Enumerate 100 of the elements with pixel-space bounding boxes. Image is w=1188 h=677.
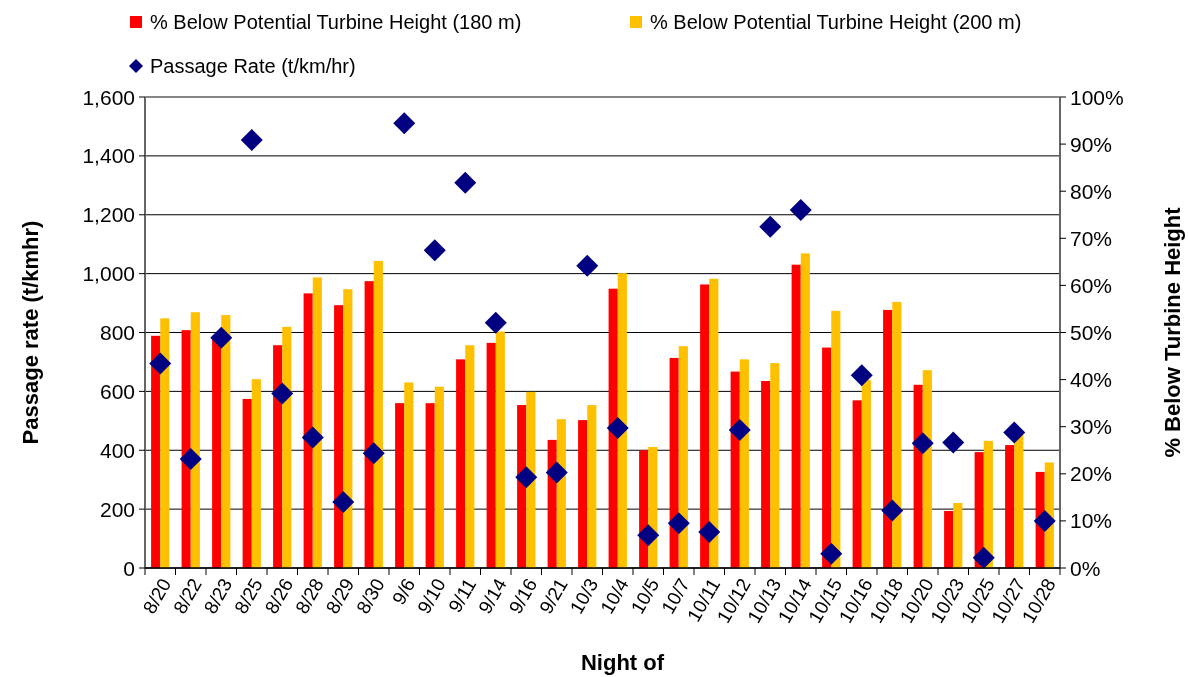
point bbox=[423, 239, 446, 262]
bar bbox=[944, 511, 954, 568]
bar bbox=[730, 371, 740, 568]
point bbox=[301, 426, 324, 449]
point bbox=[850, 364, 873, 387]
bar bbox=[822, 347, 832, 568]
point bbox=[362, 442, 385, 465]
y-axis-title: Passage rate (t/kmhr) bbox=[17, 220, 43, 445]
bar bbox=[913, 384, 923, 568]
x-axis-title: Night of bbox=[580, 650, 665, 675]
point bbox=[911, 432, 934, 455]
bar bbox=[242, 398, 252, 568]
bar bbox=[495, 331, 505, 568]
point bbox=[332, 491, 355, 514]
y-tick-label: 400 bbox=[99, 438, 135, 462]
bar bbox=[425, 403, 435, 568]
bar bbox=[1005, 445, 1015, 568]
bar bbox=[312, 277, 322, 568]
bar bbox=[395, 403, 405, 568]
bar bbox=[709, 278, 719, 568]
point bbox=[576, 254, 599, 277]
bar bbox=[364, 281, 374, 568]
bar bbox=[404, 382, 414, 568]
y2-tick-label: 70% bbox=[1070, 226, 1113, 250]
point bbox=[637, 524, 660, 547]
point bbox=[942, 431, 965, 454]
bar bbox=[456, 359, 466, 568]
bar bbox=[922, 370, 932, 568]
y-tick-label: 1,600 bbox=[82, 85, 135, 109]
bar bbox=[800, 253, 810, 568]
point bbox=[240, 128, 263, 151]
point bbox=[1003, 421, 1026, 444]
y-tick-label: 200 bbox=[99, 497, 135, 521]
bar bbox=[892, 301, 902, 568]
point bbox=[881, 499, 904, 522]
point bbox=[271, 382, 294, 405]
bar bbox=[883, 309, 893, 568]
y2-tick-label: 50% bbox=[1070, 321, 1113, 344]
bar bbox=[617, 273, 627, 568]
y2-tick-label: 10% bbox=[1070, 509, 1113, 533]
point bbox=[820, 542, 843, 565]
bar bbox=[343, 289, 353, 568]
bar bbox=[669, 357, 679, 568]
bar bbox=[953, 503, 963, 568]
y2-tick-label: 90% bbox=[1070, 132, 1113, 156]
y2-axis-title: % Below Turbine Height bbox=[1159, 206, 1185, 458]
bar bbox=[678, 346, 688, 568]
legend-label: % Below Potential Turbine Height (180 m) bbox=[150, 11, 522, 33]
bar bbox=[761, 381, 771, 568]
y-tick-label: 0 bbox=[123, 556, 135, 580]
point bbox=[698, 521, 721, 544]
bar bbox=[578, 420, 588, 568]
bar bbox=[303, 293, 313, 568]
point bbox=[667, 512, 690, 535]
bar bbox=[373, 260, 383, 568]
y2-tick-label: 60% bbox=[1070, 273, 1113, 297]
bar bbox=[282, 326, 292, 568]
bar bbox=[212, 337, 222, 568]
bar bbox=[334, 305, 344, 568]
point bbox=[515, 466, 538, 489]
point bbox=[759, 215, 782, 238]
bar bbox=[190, 312, 200, 568]
y2-tick-label: 100% bbox=[1070, 85, 1124, 109]
bar bbox=[700, 284, 710, 568]
y-tick-label: 1,400 bbox=[82, 144, 135, 168]
point bbox=[454, 171, 477, 194]
bar bbox=[791, 264, 801, 568]
bar bbox=[434, 386, 444, 568]
y2-tick-label: 0% bbox=[1070, 556, 1101, 580]
bar bbox=[160, 318, 170, 568]
bar bbox=[526, 391, 536, 568]
point bbox=[606, 416, 629, 439]
y2-tick-label: 20% bbox=[1070, 462, 1113, 486]
point bbox=[149, 352, 172, 375]
bar bbox=[486, 342, 496, 568]
bar bbox=[831, 310, 841, 568]
bar bbox=[151, 335, 161, 568]
point bbox=[484, 311, 507, 334]
y-tick-label: 1,200 bbox=[82, 203, 135, 227]
bar bbox=[739, 359, 749, 568]
point bbox=[393, 112, 416, 135]
bar bbox=[861, 380, 871, 568]
legend-label: % Below Potential Turbine Height (200 m) bbox=[650, 11, 1022, 33]
bar bbox=[273, 345, 283, 568]
y2-tick-label: 30% bbox=[1070, 415, 1113, 439]
bar bbox=[608, 288, 618, 568]
point bbox=[210, 326, 233, 349]
y-tick-label: 600 bbox=[99, 379, 135, 403]
bar bbox=[181, 330, 191, 568]
bar bbox=[852, 400, 862, 568]
point bbox=[972, 546, 995, 569]
bar bbox=[587, 405, 597, 568]
y-tick-label: 1,000 bbox=[82, 262, 135, 286]
bar bbox=[770, 363, 780, 568]
y2-tick-label: 80% bbox=[1070, 179, 1113, 203]
bar bbox=[251, 379, 261, 568]
y2-tick-label: 40% bbox=[1070, 368, 1113, 392]
bar bbox=[221, 315, 231, 568]
legend-label: Passage Rate (t/km/hr) bbox=[150, 55, 356, 77]
y-tick-label: 800 bbox=[99, 321, 135, 344]
